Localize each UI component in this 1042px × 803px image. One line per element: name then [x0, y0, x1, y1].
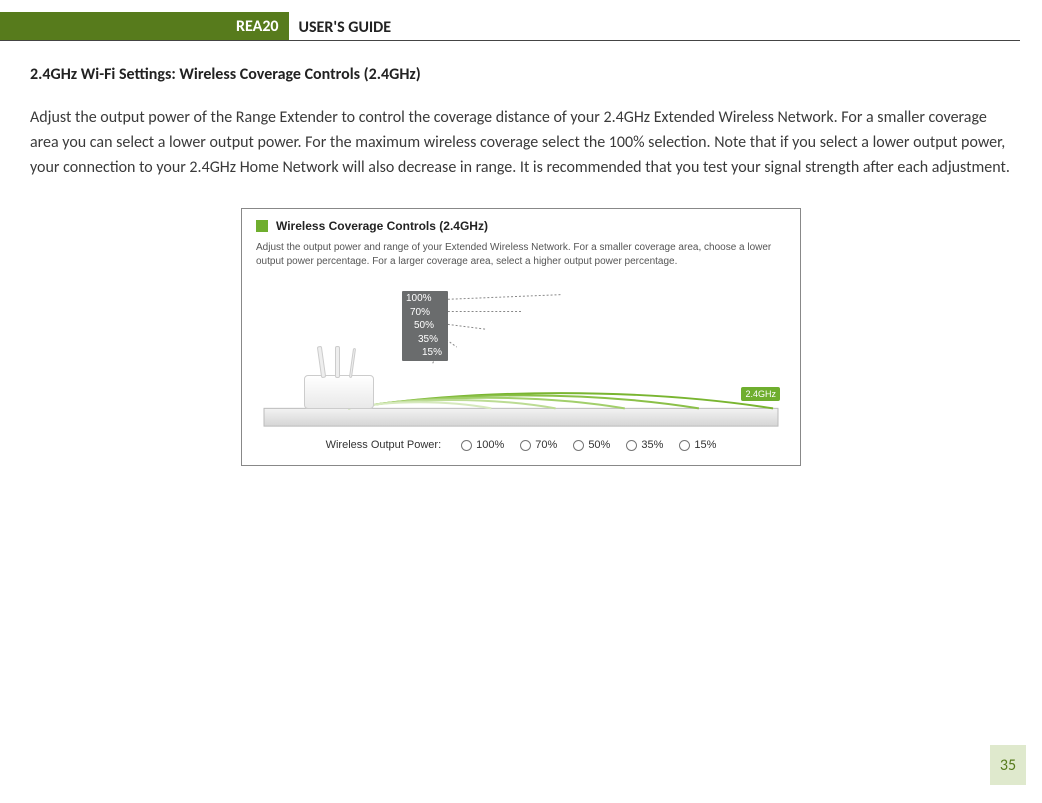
callout-100: 100%: [406, 292, 442, 306]
callout-70: 70%: [406, 306, 442, 320]
radio-option-15[interactable]: 15%: [679, 439, 716, 451]
callout-15: 15%: [406, 346, 442, 360]
radio-label-70: 70%: [535, 439, 557, 451]
header-lead-bar: [0, 12, 230, 40]
figure-title: Wireless Coverage Controls (2.4GHz): [276, 219, 488, 233]
section-heading: 2.4GHz Wi-Fi Settings: Wireless Coverage…: [30, 65, 1012, 84]
radio-label-100: 100%: [476, 439, 504, 451]
page-number: 35: [990, 745, 1026, 785]
figure-description: Adjust the output power and range of you…: [256, 241, 786, 269]
section-body-text: Adjust the output power of the Range Ext…: [30, 106, 1012, 180]
radio-label-35: 35%: [641, 439, 663, 451]
page-content: 2.4GHz Wi-Fi Settings: Wireless Coverage…: [0, 41, 1042, 466]
callout-50: 50%: [406, 319, 442, 333]
radio-option-100[interactable]: 100%: [461, 439, 504, 451]
callout-35: 35%: [406, 333, 442, 347]
power-callout: 100% 70% 50% 35% 15%: [402, 291, 448, 361]
router-icon: [304, 375, 374, 409]
coverage-figure: Wireless Coverage Controls (2.4GHz) Adju…: [241, 208, 801, 466]
radio-option-70[interactable]: 70%: [520, 439, 557, 451]
header-product-tag: REA20: [230, 12, 289, 40]
figure-bullet-icon: [256, 220, 268, 232]
output-power-label: Wireless Output Power:: [326, 439, 442, 451]
radio-label-15: 15%: [694, 439, 716, 451]
header-guide-title: USER'S GUIDE: [289, 18, 392, 40]
band-badge: 2.4GHz: [741, 387, 780, 401]
figure-header: Wireless Coverage Controls (2.4GHz): [256, 219, 786, 233]
document-header: REA20 USER'S GUIDE: [0, 12, 1020, 40]
radio-option-50[interactable]: 50%: [573, 439, 610, 451]
output-power-radio-group: Wireless Output Power: 100% 70% 50% 35% …: [256, 439, 786, 451]
coverage-diagram: 100% 70% 50% 35% 15% 2.4GHz: [264, 277, 778, 427]
radio-option-35[interactable]: 35%: [626, 439, 663, 451]
radio-label-50: 50%: [588, 439, 610, 451]
